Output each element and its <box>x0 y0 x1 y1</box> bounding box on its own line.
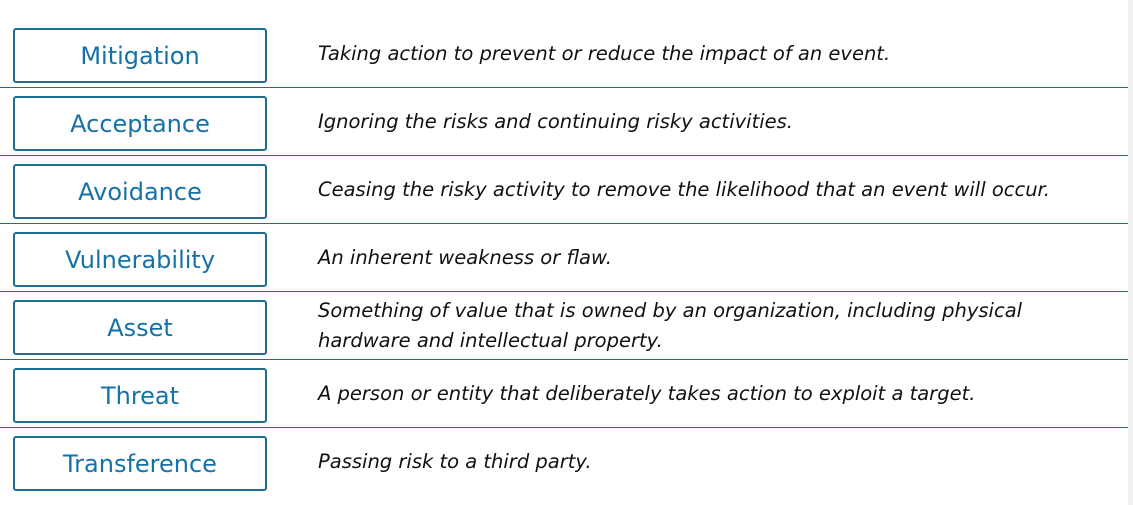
term-card-transference[interactable]: Transference <box>13 436 267 491</box>
definition-text: Ignoring the risks and continuing risky … <box>318 110 793 133</box>
matching-row: Acceptance Ignoring the risks and contin… <box>0 88 1128 156</box>
right-edge-divider <box>1128 0 1133 505</box>
definition-text: Taking action to prevent or reduce the i… <box>318 42 891 65</box>
matching-list: Mitigation Taking action to prevent or r… <box>0 20 1128 496</box>
term-card-acceptance[interactable]: Acceptance <box>13 96 267 151</box>
matching-row: Asset Something of value that is owned b… <box>0 292 1128 360</box>
term-card-asset[interactable]: Asset <box>13 300 267 355</box>
definition-text: Ceasing the risky activity to remove the… <box>318 178 1050 201</box>
matching-row: Avoidance Ceasing the risky activity to … <box>0 156 1128 224</box>
term-card-vulnerability[interactable]: Vulnerability <box>13 232 267 287</box>
term-card-avoidance[interactable]: Avoidance <box>13 164 267 219</box>
definition-text: A person or entity that deliberately tak… <box>318 382 976 405</box>
definition-text: An inherent weakness or flaw. <box>318 246 612 269</box>
matching-row: Threat A person or entity that deliberat… <box>0 360 1128 428</box>
matching-row: Vulnerability An inherent weakness or fl… <box>0 224 1128 292</box>
term-card-mitigation[interactable]: Mitigation <box>13 28 267 83</box>
matching-row: Mitigation Taking action to prevent or r… <box>0 20 1128 88</box>
definition-text: Something of value that is owned by an o… <box>318 299 1023 352</box>
definition-text: Passing risk to a third party. <box>318 450 592 473</box>
term-card-threat[interactable]: Threat <box>13 368 267 423</box>
matching-row: Transference Passing risk to a third par… <box>0 428 1128 496</box>
